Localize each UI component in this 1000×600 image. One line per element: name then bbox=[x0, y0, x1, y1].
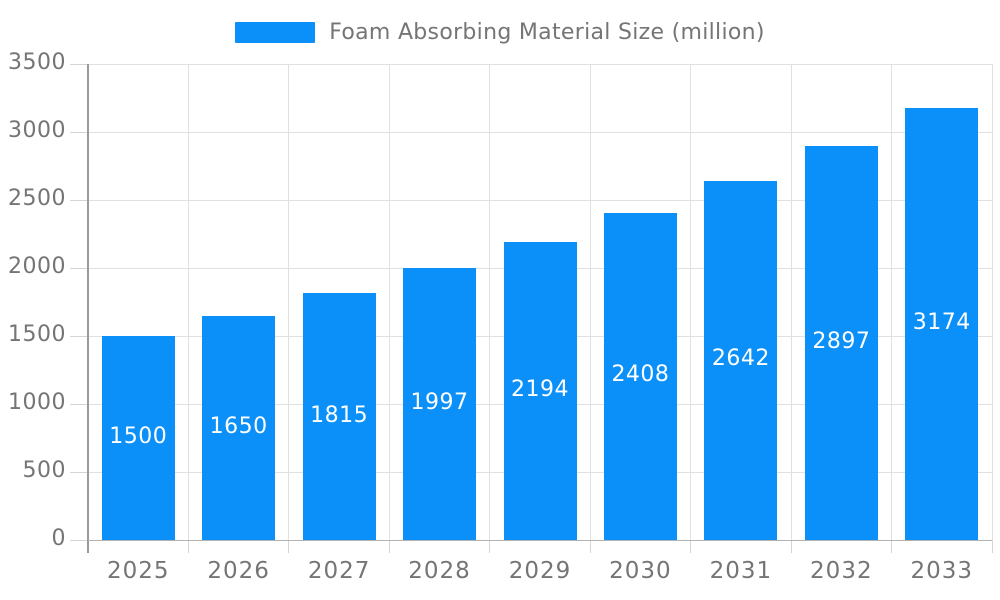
x-axis-tick-label: 2031 bbox=[709, 558, 773, 584]
gridline-horizontal bbox=[88, 131, 992, 133]
gridline-vertical bbox=[991, 64, 993, 540]
bar-value-label: 1650 bbox=[209, 413, 268, 439]
y-axis-line bbox=[87, 64, 89, 553]
x-axis-tick bbox=[388, 540, 390, 553]
x-axis-tick bbox=[991, 540, 993, 553]
bar-value-label: 2408 bbox=[611, 362, 670, 388]
bar-value-label: 2897 bbox=[812, 329, 871, 354]
gridline-vertical bbox=[388, 64, 390, 540]
legend-label: Foam Absorbing Material Size (million) bbox=[329, 19, 765, 45]
y-axis-tick-label: 2000 bbox=[8, 254, 66, 279]
bar-value-label: 1500 bbox=[109, 424, 168, 449]
x-axis-tick-label: 2027 bbox=[307, 558, 371, 584]
bar-2031 bbox=[704, 180, 778, 540]
y-axis-tick bbox=[70, 471, 88, 473]
y-axis-tick bbox=[70, 199, 88, 201]
x-axis-tick-label: 2025 bbox=[106, 558, 170, 584]
x-axis-line bbox=[88, 539, 992, 541]
bar-2030 bbox=[603, 212, 677, 540]
legend-swatch bbox=[235, 21, 316, 43]
gridline-vertical bbox=[489, 64, 491, 540]
y-axis-tick-label: 500 bbox=[22, 458, 66, 483]
bar-value-label: 1997 bbox=[410, 390, 469, 416]
bar-2027 bbox=[302, 293, 376, 540]
x-axis-tick bbox=[690, 540, 692, 553]
bar-2033 bbox=[905, 108, 979, 540]
gridline-vertical bbox=[589, 64, 591, 540]
x-axis-tick bbox=[187, 540, 189, 553]
gridline-vertical bbox=[187, 64, 189, 540]
x-axis-tick-label: 2032 bbox=[810, 558, 873, 584]
bar-2026 bbox=[202, 315, 276, 540]
bar-2025 bbox=[101, 336, 175, 540]
gridline-vertical bbox=[891, 64, 893, 540]
y-axis-tick-label: 1500 bbox=[8, 322, 66, 347]
bar-value-label: 2194 bbox=[511, 376, 569, 402]
bar-2029 bbox=[503, 241, 577, 540]
y-axis-tick bbox=[70, 403, 88, 405]
y-axis-tick-label: 0 bbox=[51, 526, 66, 551]
x-axis-tick bbox=[589, 540, 591, 553]
x-axis-tick bbox=[790, 540, 792, 553]
bar-value-label: 2642 bbox=[711, 346, 770, 372]
x-axis-tick bbox=[489, 540, 491, 553]
bar-2032 bbox=[804, 146, 878, 540]
gridline-horizontal bbox=[88, 199, 992, 201]
x-axis-tick bbox=[288, 540, 290, 553]
bar-value-label: 3174 bbox=[912, 310, 971, 336]
gridline-vertical bbox=[790, 64, 792, 540]
x-axis-tick-label: 2030 bbox=[609, 558, 672, 584]
y-axis-tick-label: 1000 bbox=[8, 390, 66, 415]
x-axis-tick-label: 2026 bbox=[207, 558, 270, 584]
x-axis-tick-label: 2028 bbox=[408, 558, 471, 584]
gridline-vertical bbox=[690, 64, 692, 540]
legend[interactable]: Foam Absorbing Material Size (million) bbox=[0, 18, 1000, 46]
x-axis-tick bbox=[891, 540, 893, 553]
y-axis-tick bbox=[70, 267, 88, 269]
bar-value-label: 1815 bbox=[310, 402, 369, 428]
y-axis-tick bbox=[70, 335, 88, 337]
y-axis-tick-label: 3500 bbox=[8, 50, 66, 75]
y-axis-tick bbox=[70, 63, 88, 65]
y-axis-tick bbox=[70, 131, 88, 133]
y-axis-tick-label: 3000 bbox=[8, 118, 66, 143]
gridline-vertical bbox=[288, 64, 290, 540]
gridline-horizontal bbox=[88, 63, 992, 65]
bar-2028 bbox=[403, 268, 477, 540]
x-axis-tick-label: 2029 bbox=[508, 558, 572, 584]
y-axis-tick-label: 2500 bbox=[8, 186, 66, 211]
x-axis-tick-label: 2033 bbox=[910, 558, 974, 584]
y-axis-tick bbox=[70, 539, 88, 541]
